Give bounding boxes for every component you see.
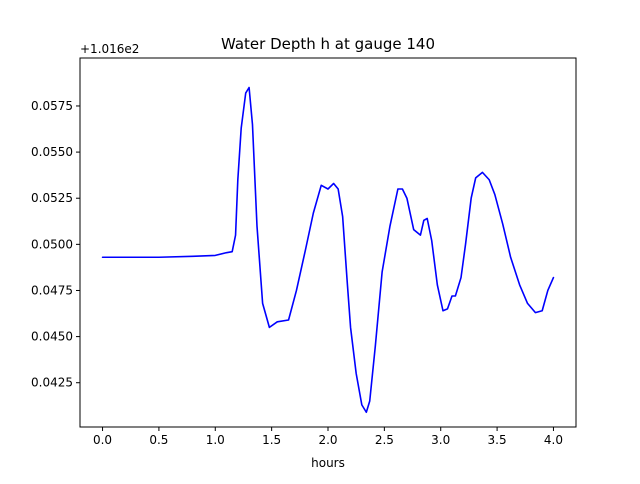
x-tick-label: 4.0 bbox=[544, 433, 563, 447]
y-tick-label: 0.0425 bbox=[31, 376, 73, 390]
x-axis: 0.0 0.5 1.0 1.5 2.0 2.5 3.0 3.5 4.0 bbox=[93, 427, 563, 447]
plot-area bbox=[101, 86, 555, 414]
plot-frame bbox=[79, 57, 577, 428]
x-tick-label: 3.5 bbox=[488, 433, 507, 447]
x-tick-label: 2.0 bbox=[318, 433, 337, 447]
series-line-0 bbox=[101, 86, 555, 414]
x-tick-label: 2.5 bbox=[375, 433, 394, 447]
y-tick-label: 0.0500 bbox=[31, 237, 73, 251]
y-tick-label: 0.0550 bbox=[31, 145, 73, 159]
x-tick-label: 1.5 bbox=[262, 433, 281, 447]
x-tick-label: 3.0 bbox=[431, 433, 450, 447]
chart-title: Water Depth h at gauge 140 bbox=[221, 35, 435, 53]
y-tick-label: 0.0450 bbox=[31, 330, 73, 344]
y-axis: 0.0425 0.0450 0.0475 0.0500 0.0525 0.0550 0.05… bbox=[31, 99, 80, 390]
x-tick-label: 0.5 bbox=[149, 433, 168, 447]
y-axis-offset-label: +1.016e2 bbox=[80, 42, 139, 56]
y-tick-label: 0.0575 bbox=[31, 99, 73, 113]
x-tick-label: 1.0 bbox=[206, 433, 225, 447]
y-tick-label: 0.0475 bbox=[31, 283, 73, 297]
x-axis-label: hours bbox=[311, 456, 345, 470]
y-tick-label: 0.0525 bbox=[31, 191, 73, 205]
x-tick-label: 0.0 bbox=[93, 433, 112, 447]
